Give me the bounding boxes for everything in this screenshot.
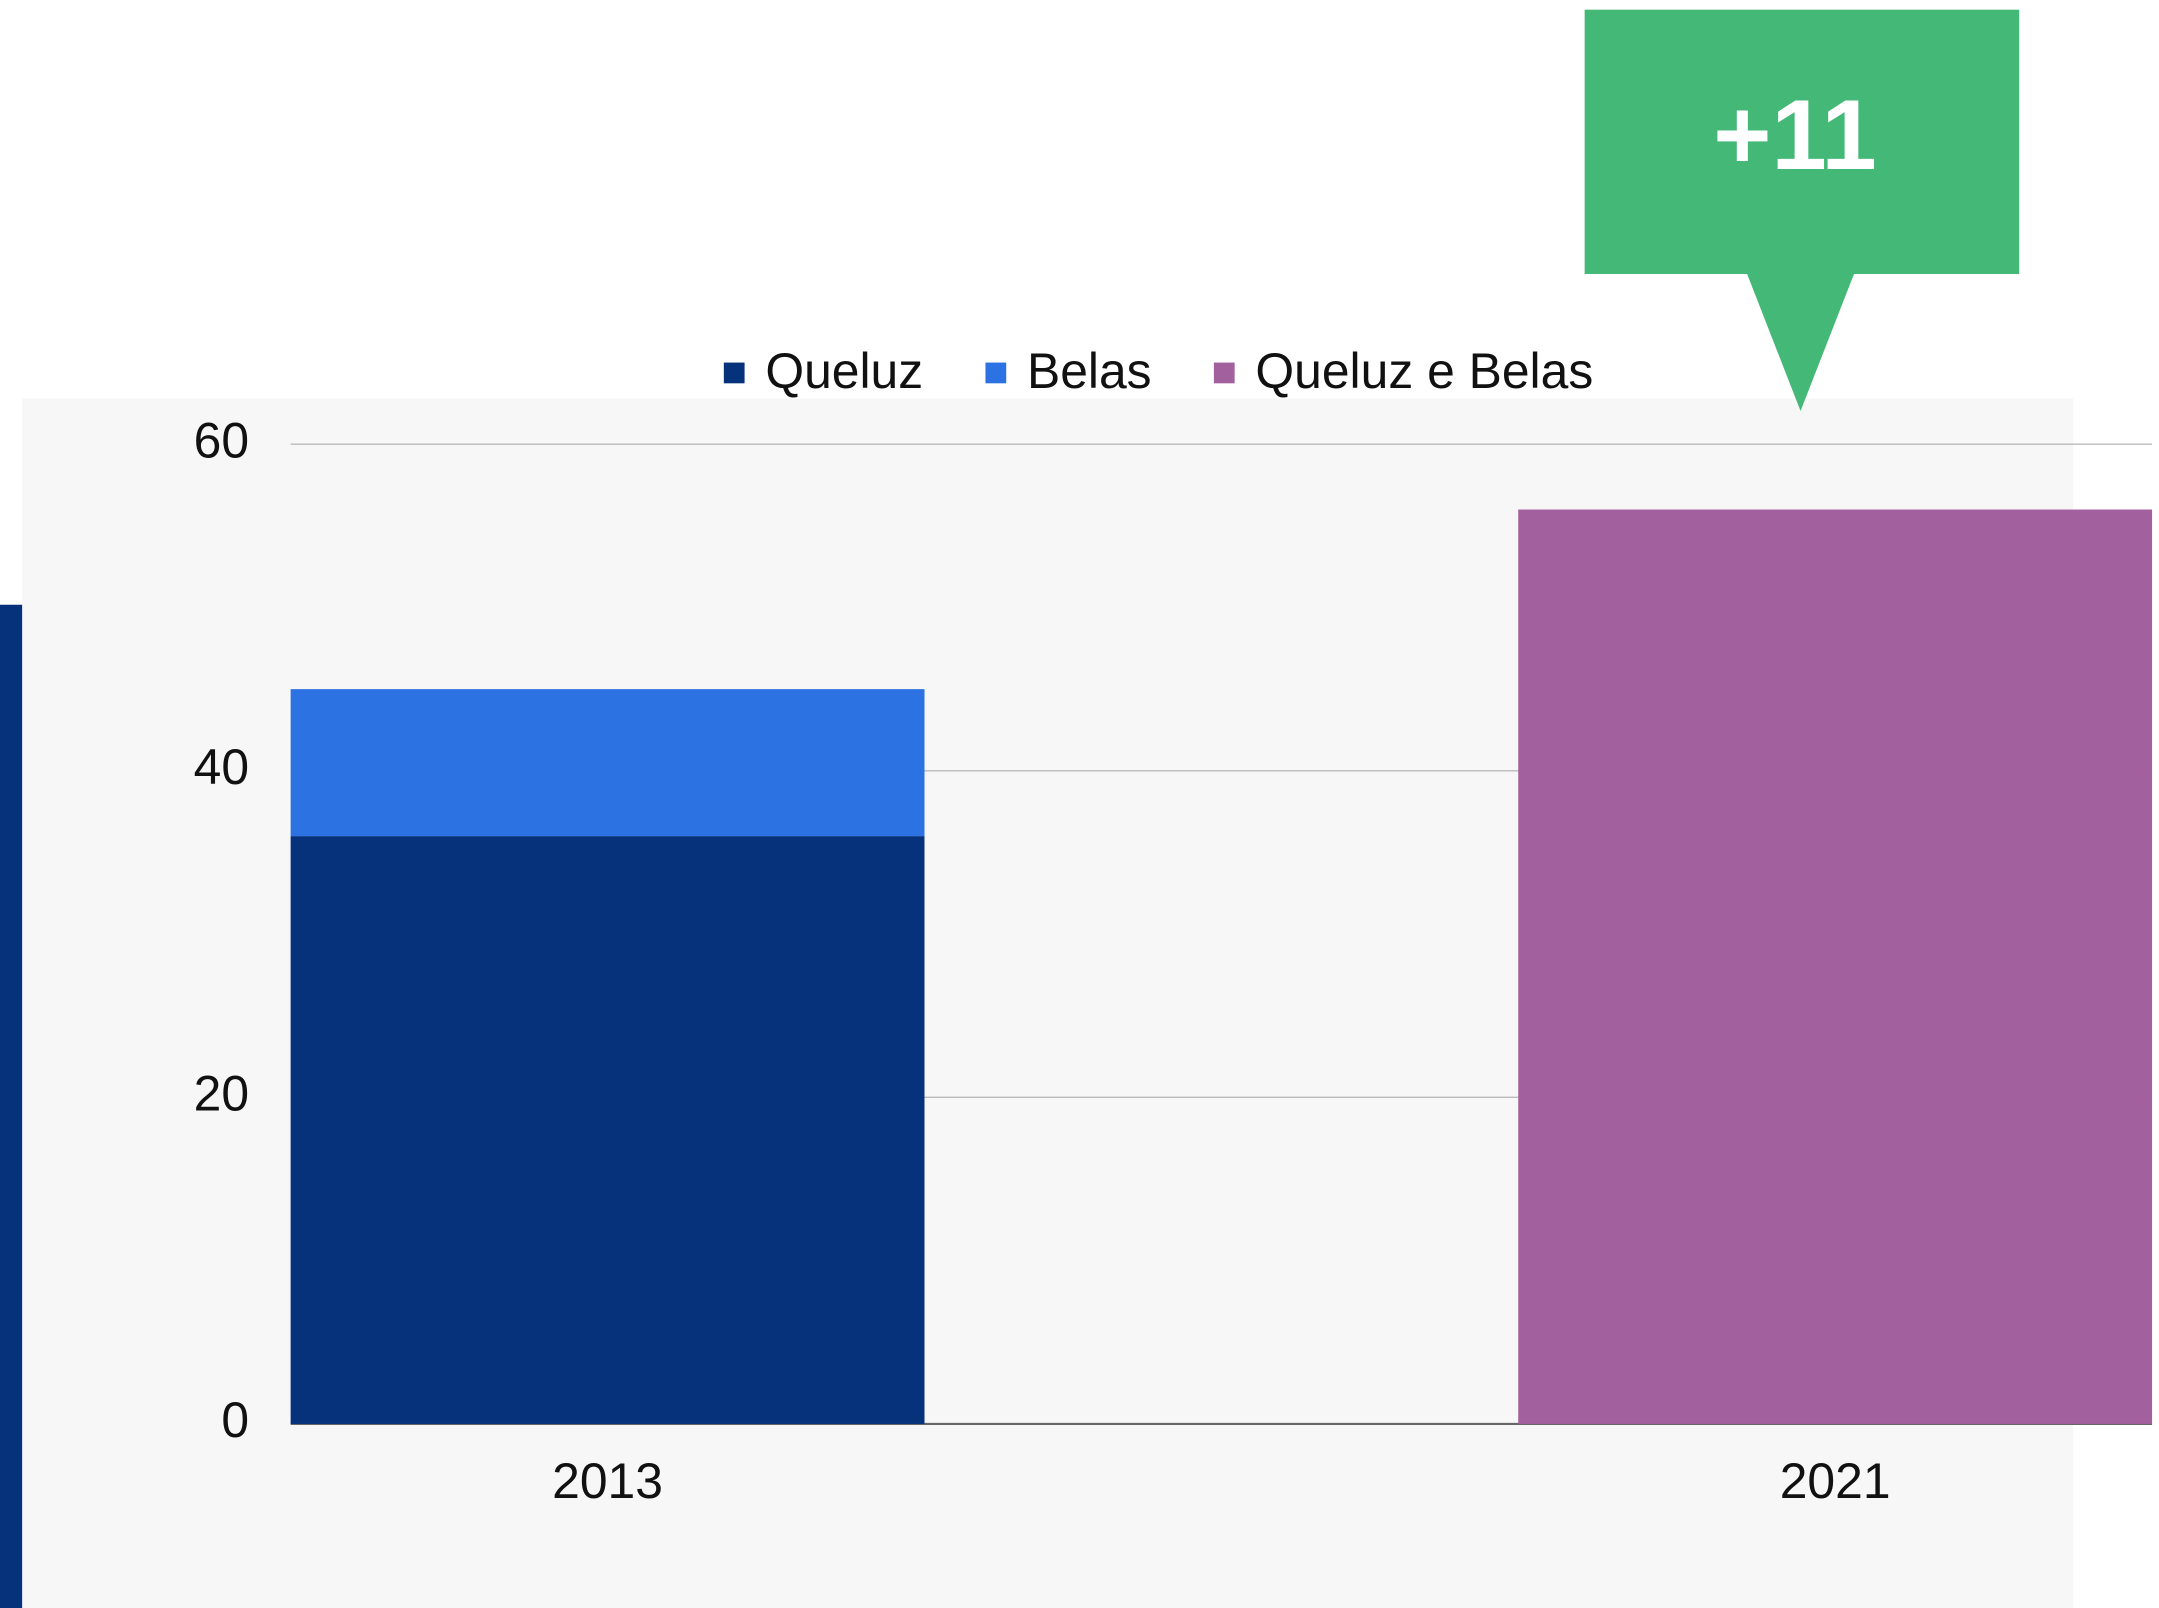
y-tick-label: 20 bbox=[194, 1066, 249, 1122]
annotation-text: +11 bbox=[1713, 80, 1877, 191]
legend-swatch bbox=[723, 362, 745, 384]
annotation-callout: +11 bbox=[1584, 9, 2020, 411]
bar-segment bbox=[290, 689, 925, 837]
side-strip bbox=[0, 604, 23, 1608]
bar-segment bbox=[1518, 509, 2153, 1424]
y-tick-label: 40 bbox=[194, 739, 249, 795]
callout-pointer bbox=[1746, 272, 1855, 411]
legend-swatch bbox=[985, 362, 1007, 384]
x-tick-label: 2013 bbox=[552, 1453, 663, 1509]
y-tick-label: 60 bbox=[194, 412, 249, 468]
callout-box bbox=[1584, 9, 2020, 274]
y-tick-label: 0 bbox=[221, 1392, 249, 1448]
bars bbox=[290, 509, 2153, 1424]
legend-label: Queluz bbox=[765, 343, 923, 399]
legend-swatch bbox=[1213, 362, 1235, 384]
legend-label: Belas bbox=[1027, 343, 1152, 399]
bar-segment bbox=[290, 836, 925, 1424]
x-tick-label: 2021 bbox=[1780, 1453, 1891, 1509]
legend-label: Queluz e Belas bbox=[1255, 343, 1593, 399]
